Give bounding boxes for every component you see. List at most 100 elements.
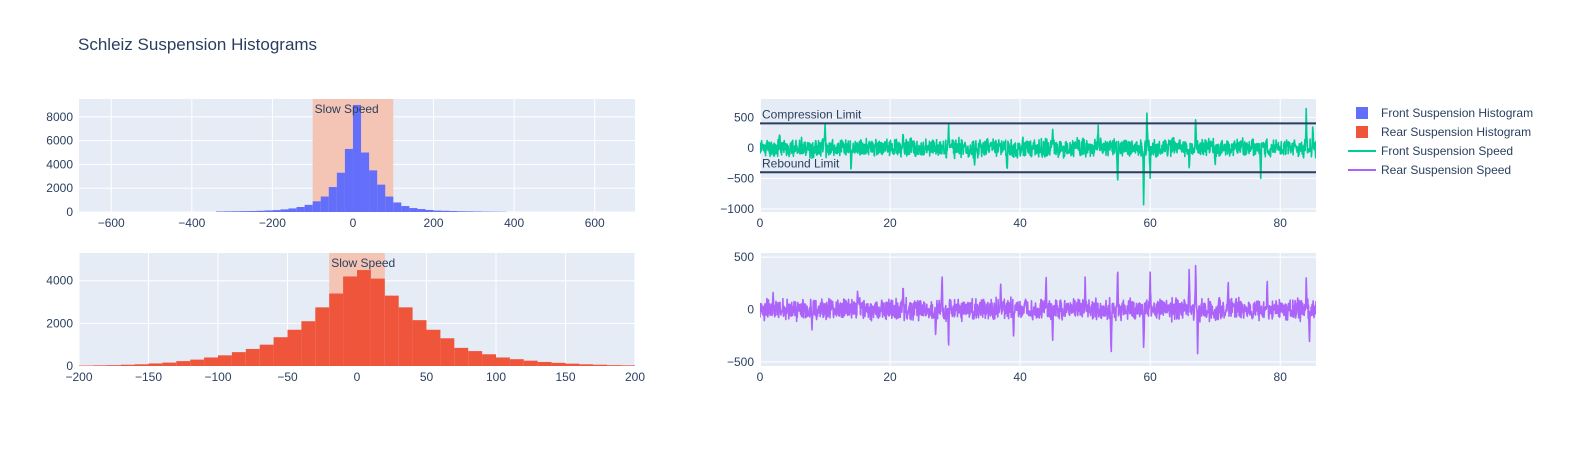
histogram-bar[interactable] xyxy=(357,270,371,366)
legend-item[interactable]: Rear Suspension Histogram xyxy=(1356,125,1531,139)
histogram-bar[interactable] xyxy=(352,104,362,212)
x-tick-label: 200 xyxy=(625,370,645,384)
histogram-bar[interactable] xyxy=(288,208,297,212)
histogram-bar[interactable] xyxy=(398,307,413,366)
x-tick-label: 100 xyxy=(486,370,506,384)
histogram-bar[interactable] xyxy=(296,207,305,212)
histogram-bar[interactable] xyxy=(454,347,469,366)
histogram-bar[interactable] xyxy=(496,357,510,366)
histogram-bar[interactable] xyxy=(468,351,483,366)
histogram-bar[interactable] xyxy=(457,211,466,212)
y-tick-label: 0 xyxy=(747,141,754,155)
y-tick-label: 4000 xyxy=(46,157,73,171)
histogram-bar[interactable] xyxy=(329,293,344,366)
x-tick-label: −400 xyxy=(178,216,205,230)
histogram-bar[interactable] xyxy=(106,365,121,366)
legend[interactable]: Front Suspension Histogram Rear Suspensio… xyxy=(1348,106,1533,177)
rear-hist-panel: 0 2000 4000 −200 −150 −100 −50 0 50 100 150 200 Slow… xyxy=(46,253,645,384)
legend-label: Front Suspension Histogram xyxy=(1381,106,1533,120)
y-tick-label: 500 xyxy=(734,250,754,264)
histogram-bar[interactable] xyxy=(224,211,233,212)
histogram-bar[interactable] xyxy=(441,210,450,212)
histogram-bar[interactable] xyxy=(384,295,399,366)
x-tick-label: −100 xyxy=(204,370,231,384)
x-tick-label: 60 xyxy=(1143,370,1157,384)
histogram-bar[interactable] xyxy=(449,211,458,212)
histogram-bar[interactable] xyxy=(440,338,455,366)
histogram-bar[interactable] xyxy=(579,364,594,366)
histogram-bar[interactable] xyxy=(304,204,313,212)
speed-line[interactable] xyxy=(760,107,1316,206)
histogram-bar[interactable] xyxy=(148,363,163,366)
histogram-bar[interactable] xyxy=(245,348,260,366)
histogram-bar[interactable] xyxy=(361,152,370,212)
histogram-bar[interactable] xyxy=(272,210,281,212)
histogram-bar[interactable] xyxy=(328,187,337,212)
histogram-bar[interactable] xyxy=(565,363,580,366)
histogram-bar[interactable] xyxy=(523,360,538,366)
histogram-bar[interactable] xyxy=(551,362,566,366)
histogram-bar[interactable] xyxy=(344,148,353,212)
slow-speed-label: Slow Speed xyxy=(331,256,395,270)
legend-item[interactable]: Front Suspension Speed xyxy=(1348,144,1513,158)
histogram-bar[interactable] xyxy=(287,329,302,366)
histogram-bar[interactable] xyxy=(377,184,386,212)
histogram-bar[interactable] xyxy=(409,208,418,212)
histogram-bar[interactable] xyxy=(425,209,434,212)
histogram-bar[interactable] xyxy=(509,359,524,366)
series-group xyxy=(79,253,635,366)
y-tick-label: 6000 xyxy=(46,134,73,148)
histogram-bar[interactable] xyxy=(320,196,329,212)
x-tick-label: 40 xyxy=(1013,370,1027,384)
histogram-bar[interactable] xyxy=(312,201,321,212)
histogram-bar[interactable] xyxy=(385,196,394,212)
histogram-bar[interactable] xyxy=(231,352,246,366)
y-tick-label: 0 xyxy=(66,359,73,373)
histogram-bar[interactable] xyxy=(280,209,289,212)
slow-speed-label: Slow Speed xyxy=(315,102,379,116)
histogram-bar[interactable] xyxy=(482,354,496,366)
histogram-bar[interactable] xyxy=(401,206,410,212)
histogram-bar[interactable] xyxy=(256,210,265,212)
histogram-bar[interactable] xyxy=(162,362,177,366)
speed-line[interactable] xyxy=(760,264,1316,355)
x-tick-label: 20 xyxy=(883,216,897,230)
histogram-bar[interactable] xyxy=(176,361,191,366)
histogram-bar[interactable] xyxy=(273,337,288,366)
y-tick-label: 8000 xyxy=(46,110,73,124)
histogram-bar[interactable] xyxy=(393,202,402,212)
histogram-bar[interactable] xyxy=(218,355,232,366)
legend-item[interactable]: Front Suspension Histogram xyxy=(1356,106,1533,120)
x-tick-label: 80 xyxy=(1274,370,1288,384)
histogram-bar[interactable] xyxy=(315,307,330,366)
histogram-bar[interactable] xyxy=(426,329,441,366)
histogram-bar[interactable] xyxy=(92,365,107,366)
histogram-bar[interactable] xyxy=(134,364,149,366)
x-tick-label: −600 xyxy=(98,216,125,230)
histogram-bar[interactable] xyxy=(433,210,442,212)
histogram-bar[interactable] xyxy=(412,320,427,366)
histogram-bar[interactable] xyxy=(120,364,135,366)
series-group xyxy=(760,264,1316,355)
x-tick-label: 400 xyxy=(504,216,524,230)
histogram-bar[interactable] xyxy=(248,211,257,212)
histogram-bar[interactable] xyxy=(465,211,474,212)
histogram-bar[interactable] xyxy=(336,172,345,212)
histogram-bar[interactable] xyxy=(232,211,241,212)
histogram-bar[interactable] xyxy=(607,365,622,366)
histogram-bar[interactable] xyxy=(264,210,273,212)
histogram-bar[interactable] xyxy=(204,357,218,366)
histogram-bar[interactable] xyxy=(301,321,316,366)
histogram-bar[interactable] xyxy=(593,364,608,366)
histogram-bar[interactable] xyxy=(259,344,274,366)
histogram-bar[interactable] xyxy=(621,365,635,366)
histogram-bar[interactable] xyxy=(240,211,249,212)
legend-item[interactable]: Rear Suspension Speed xyxy=(1348,163,1511,177)
histogram-bar[interactable] xyxy=(190,359,205,366)
histogram-bar[interactable] xyxy=(370,278,385,366)
x-tick-label: 600 xyxy=(585,216,605,230)
histogram-bar[interactable] xyxy=(537,361,552,366)
histogram-bar[interactable] xyxy=(417,209,426,212)
histogram-bar[interactable] xyxy=(343,276,357,366)
histogram-bar[interactable] xyxy=(369,170,378,212)
